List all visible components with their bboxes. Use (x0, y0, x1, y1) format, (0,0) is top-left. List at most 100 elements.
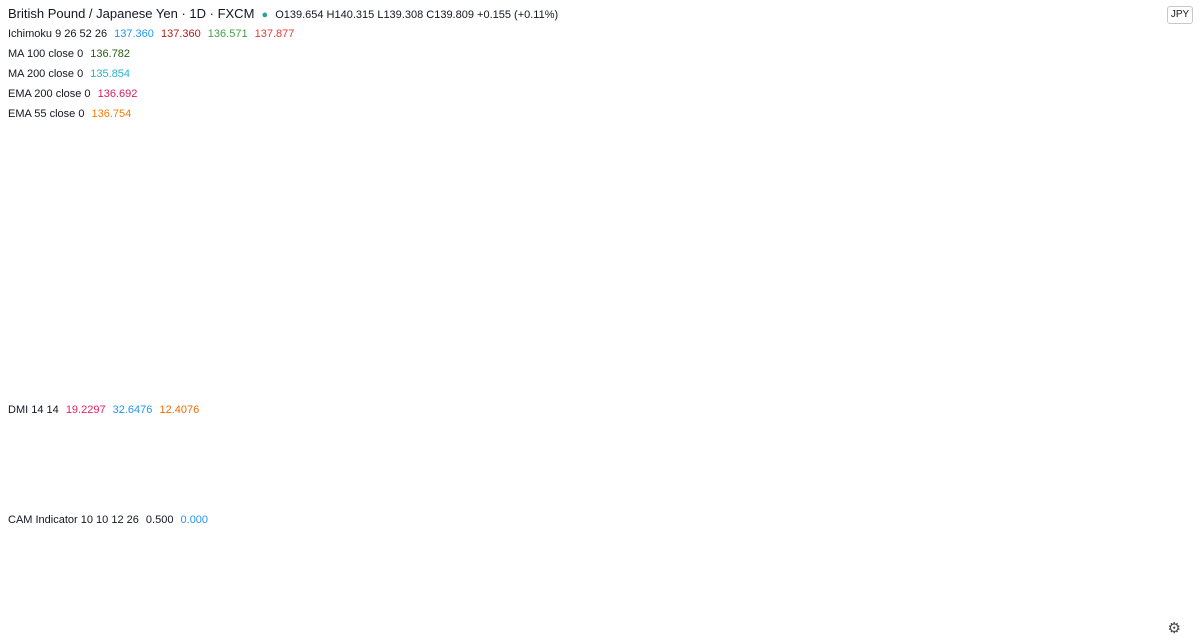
ichimoku-cloud-segment (981, 134, 984, 178)
cam-bar (84, 527, 87, 606)
candle-body (388, 224, 392, 240)
candle-body (1072, 171, 1076, 181)
cam-bar (11, 527, 14, 606)
cam-bar (555, 527, 558, 606)
ma200-legend[interactable]: MA 200 close 0 135.854 (8, 67, 298, 82)
cam-tick-label: 0.400 (1150, 538, 1178, 550)
cam-bar (529, 527, 532, 606)
ichimoku-value-2: 137.360 (160, 28, 201, 40)
ma100-legend[interactable]: MA 100 close 0 136.782 (8, 47, 298, 62)
dmi-legend[interactable]: DMI 14 14 19.2297 32.6476 12.4076 (8, 403, 203, 418)
ichimoku-cloud-segment (1101, 157, 1104, 168)
cam-bar (488, 527, 491, 606)
cam-bar (750, 527, 753, 606)
ichimoku-legend[interactable]: Ichimoku 9 26 52 26 137.360 137.360 136.… (8, 27, 298, 42)
cam-legend[interactable]: CAM Indicator 10 10 12 26 0.500 0.000 (8, 513, 215, 528)
ichimoku-cloud-segment (354, 168, 357, 185)
ichimoku-cloud-segment (1092, 156, 1095, 169)
cam-bar (396, 527, 399, 606)
ichimoku-cloud-segment (846, 130, 849, 173)
cam-bar (14, 527, 18, 606)
ma100-label: MA 100 close 0 (8, 48, 84, 60)
cam-bar (849, 527, 853, 606)
ichimoku-cloud-segment (903, 135, 906, 181)
cam-bar (392, 527, 396, 606)
cam-tick-label: 0.000 (1150, 601, 1178, 613)
candle-body (1036, 174, 1040, 178)
candle-body (1006, 165, 1010, 175)
cam-bar (39, 527, 42, 606)
dmi-plus-value: 19.2297 (65, 404, 106, 416)
ichimoku-cloud-segment (897, 134, 900, 181)
cam-bar (240, 527, 244, 606)
cam-bar (460, 527, 463, 606)
candle-body (538, 177, 542, 192)
ichimoku-cloud-segment (951, 138, 954, 178)
cam-bar (380, 527, 384, 606)
candle-body (736, 125, 740, 132)
cam-bar (208, 527, 211, 606)
cam-bar (340, 527, 343, 606)
ichimoku-cloud-segment (339, 145, 342, 174)
cam-bar (276, 527, 279, 606)
ichimoku-cloud-segment (513, 182, 516, 196)
candle-body (394, 239, 398, 249)
settings-gear-icon[interactable]: ⚙ (1167, 620, 1181, 637)
ichimoku-cloud-segment (348, 159, 351, 181)
cam-bar (720, 527, 723, 606)
cam-bar (689, 527, 692, 606)
ichimoku-cloud-segment (849, 130, 852, 173)
cam-bar (237, 527, 240, 606)
candle-body (322, 179, 326, 191)
cam-bar (373, 527, 377, 606)
ichimoku-cloud-segment (858, 128, 861, 175)
candle-body (604, 202, 608, 206)
ichimoku-cloud-segment (312, 116, 315, 137)
ichimoku-cloud-segment (639, 199, 642, 241)
candle-body (256, 202, 260, 218)
ichimoku-cloud-segment (1098, 157, 1101, 168)
time-axis-label: May (368, 625, 389, 637)
ema55-legend[interactable]: EMA 55 close 0 136.754 (8, 107, 298, 122)
candle-body (664, 180, 668, 191)
cam-bar (620, 527, 623, 606)
ema200-legend[interactable]: EMA 200 close 0 136.692 (8, 87, 298, 102)
candle-body (298, 180, 302, 185)
symbol-title[interactable]: British Pound / Japanese Yen · 1D · FXCM (8, 6, 255, 21)
cam-bar (546, 527, 549, 606)
cam-bar (870, 527, 873, 606)
ichimoku-cloud-segment (381, 198, 384, 201)
price-tick-label: 130.000 (1150, 259, 1190, 271)
candle-body (904, 205, 908, 209)
cam-bar (481, 527, 484, 606)
currency-badge[interactable]: JPY (1167, 6, 1193, 24)
candle-body (706, 153, 710, 166)
candle-body (880, 174, 884, 181)
ichimoku-cloud-segment (630, 199, 633, 251)
cam-bar (846, 527, 849, 606)
ma200-line (0, 134, 1091, 176)
cam-bar (467, 527, 470, 606)
price-tick-label: 134.000 (1150, 198, 1190, 210)
candle-body (718, 131, 722, 138)
ichimoku-cloud-segment (984, 134, 987, 178)
candle-body (208, 273, 212, 308)
cam-bar (18, 527, 21, 606)
ichimoku-cloud-segment (699, 179, 702, 191)
ichimoku-cloud-segment (675, 191, 678, 208)
candle-body (970, 146, 974, 163)
ichimoku-cloud-segment (666, 195, 669, 214)
cam-bar (434, 527, 438, 606)
candle-body (400, 239, 404, 249)
ichimoku-cloud-segment (996, 135, 999, 178)
candle-body (802, 106, 806, 120)
cam-bar (104, 527, 107, 606)
cam-bar (448, 527, 452, 606)
ichimoku-cloud-segment (1083, 154, 1086, 170)
cam-bar (674, 527, 678, 606)
candle-body (844, 103, 848, 117)
cam-bar (22, 527, 26, 606)
cam-bar (339, 527, 343, 606)
ichimoku-cloud-segment (648, 199, 651, 231)
ichimoku-cloud-segment (366, 187, 369, 193)
